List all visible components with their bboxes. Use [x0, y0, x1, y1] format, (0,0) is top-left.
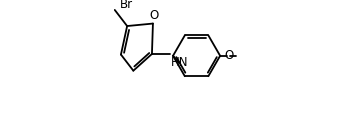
Text: O: O — [149, 9, 158, 22]
Text: Br: Br — [119, 0, 133, 11]
Text: O: O — [224, 49, 233, 62]
Text: HN: HN — [171, 56, 188, 68]
